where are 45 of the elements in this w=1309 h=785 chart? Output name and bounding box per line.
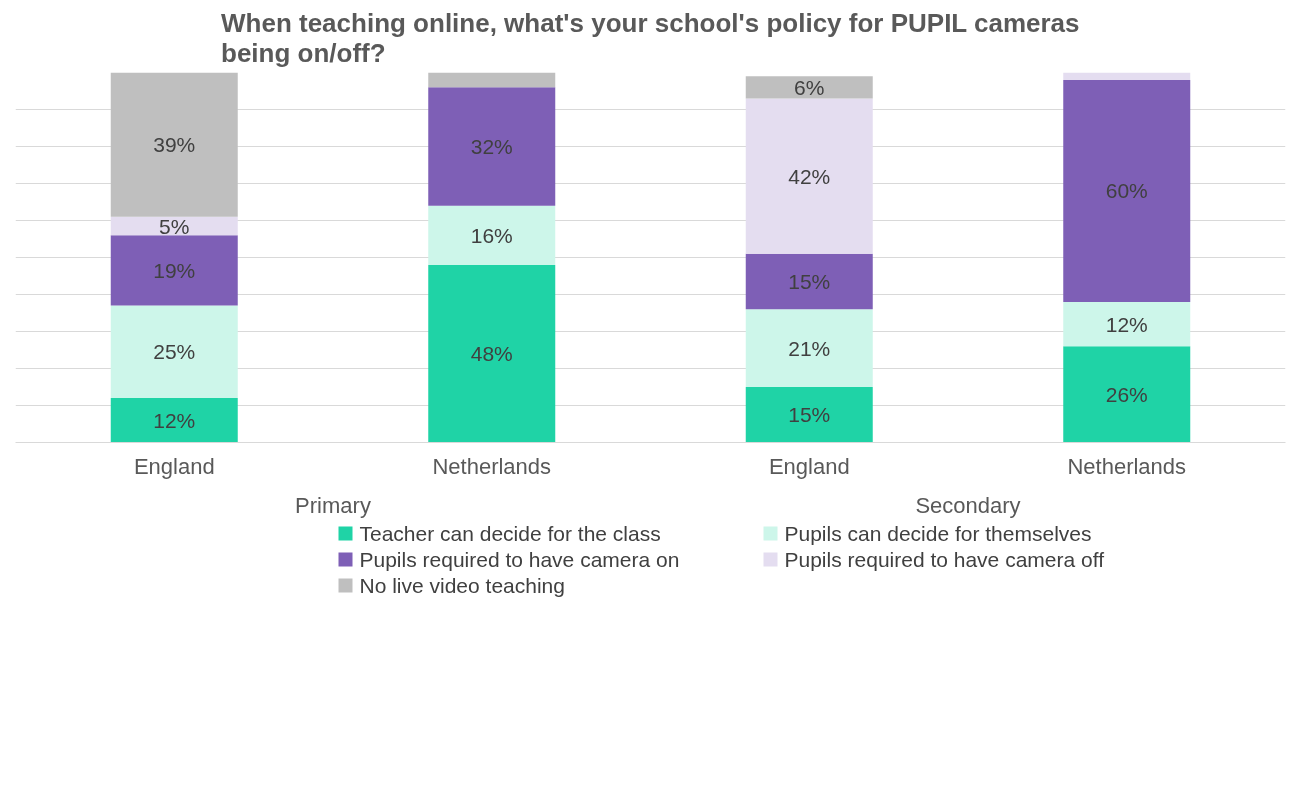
bar bbox=[428, 205, 556, 265]
data-label: 60% bbox=[1105, 179, 1148, 203]
data-label: 12% bbox=[1105, 312, 1148, 336]
x-tick-label: Netherlands bbox=[432, 453, 552, 479]
data-label: 21% bbox=[788, 336, 831, 360]
bar bbox=[428, 87, 556, 206]
bar bbox=[428, 72, 556, 88]
bar bbox=[110, 305, 238, 399]
legend-label: Teacher can decide for the class bbox=[359, 522, 661, 545]
data-label: 16% bbox=[470, 223, 513, 247]
data-label: 48% bbox=[470, 342, 513, 366]
bar bbox=[745, 98, 873, 254]
data-label: 6% bbox=[794, 75, 825, 99]
bar bbox=[110, 235, 238, 306]
bar bbox=[1063, 346, 1191, 443]
data-label: 32% bbox=[470, 135, 513, 158]
bar bbox=[428, 264, 556, 443]
data-label: 26% bbox=[1105, 382, 1148, 406]
bar bbox=[745, 76, 873, 99]
data-label: 42% bbox=[788, 164, 831, 188]
text: Secondary bbox=[915, 492, 1021, 518]
x-tick-label: England bbox=[133, 453, 215, 479]
text: Primary bbox=[295, 492, 371, 518]
bar bbox=[1063, 79, 1191, 302]
bar bbox=[110, 72, 238, 217]
data-label: 5% bbox=[159, 214, 190, 238]
bar bbox=[1063, 72, 1191, 80]
legend-label: No live video teaching bbox=[359, 574, 565, 597]
data-label: 12% bbox=[153, 408, 196, 432]
bar bbox=[745, 309, 873, 387]
data-label: 15% bbox=[788, 270, 831, 294]
data-label: 19% bbox=[153, 258, 196, 282]
bar bbox=[745, 387, 873, 443]
x-tick-label: Netherlands bbox=[1067, 453, 1187, 479]
legend-label: Pupils can decide for themselves bbox=[784, 522, 1092, 545]
data-label: 39% bbox=[153, 133, 196, 157]
chart-title: When teaching online, what's your school's policy for PUPIL cameras being on/off? bbox=[221, 7, 1080, 68]
bar bbox=[1063, 301, 1191, 347]
x-tick-label: England bbox=[768, 453, 850, 479]
bar bbox=[745, 253, 873, 310]
legend-label: Pupils required to have camera off bbox=[784, 548, 1105, 571]
data-label: 15% bbox=[788, 403, 831, 427]
bar bbox=[110, 398, 238, 443]
legend-label: Pupils required to have camera on bbox=[359, 548, 680, 571]
data-label: 25% bbox=[153, 340, 196, 364]
